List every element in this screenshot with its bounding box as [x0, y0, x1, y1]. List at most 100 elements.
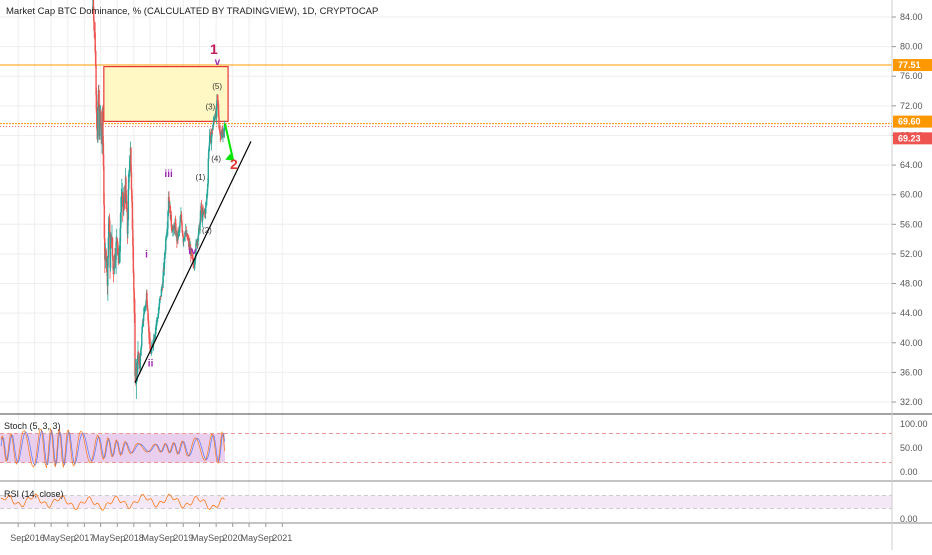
candle-body[interactable]	[92, 6, 94, 10]
candle-body[interactable]	[194, 260, 196, 265]
candle-body[interactable]	[178, 229, 180, 232]
candle-body[interactable]	[143, 309, 145, 315]
candle-body[interactable]	[218, 116, 220, 128]
candle-body[interactable]	[206, 194, 208, 200]
candle-body[interactable]	[151, 346, 153, 353]
candle-body[interactable]	[191, 249, 193, 255]
candle-body[interactable]	[166, 228, 168, 233]
candle-body[interactable]	[186, 233, 189, 240]
candle-body[interactable]	[216, 94, 219, 101]
candle-body[interactable]	[159, 300, 161, 304]
candle-body[interactable]	[218, 127, 221, 132]
candle-body[interactable]	[94, 32, 96, 52]
candle-body[interactable]	[175, 223, 177, 235]
candle-body[interactable]	[179, 218, 182, 223]
candle-body[interactable]	[146, 304, 149, 311]
candle-body[interactable]	[217, 104, 220, 117]
price-candles[interactable]	[92, 0, 226, 399]
candle-body[interactable]	[192, 261, 195, 265]
candle-body[interactable]	[137, 351, 140, 359]
candle-body[interactable]	[183, 238, 185, 240]
candle-body[interactable]	[208, 149, 210, 159]
candle-body[interactable]	[164, 254, 166, 258]
candle-body[interactable]	[181, 222, 183, 232]
candle-body[interactable]	[127, 189, 130, 220]
candle-body[interactable]	[206, 189, 209, 195]
candle-body[interactable]	[195, 242, 197, 255]
candle-body[interactable]	[116, 238, 118, 242]
candle-body[interactable]	[221, 130, 223, 133]
candle-body[interactable]	[142, 320, 144, 327]
candle-body[interactable]	[107, 237, 110, 258]
candle-body[interactable]	[121, 192, 123, 197]
candle-body[interactable]	[191, 255, 194, 260]
candle-body[interactable]	[165, 237, 167, 239]
candle-body[interactable]	[122, 192, 124, 207]
candle-body[interactable]	[102, 142, 105, 167]
candle-body[interactable]	[162, 276, 164, 288]
candle-body[interactable]	[107, 257, 109, 286]
candle-body[interactable]	[207, 183, 209, 190]
candle-body[interactable]	[119, 228, 121, 252]
candle-body[interactable]	[140, 349, 142, 356]
candle-body[interactable]	[158, 309, 160, 314]
candle-body[interactable]	[137, 351, 139, 370]
candle-body[interactable]	[171, 226, 173, 230]
candle-body[interactable]	[205, 199, 208, 203]
candle-body[interactable]	[155, 324, 157, 328]
candle-body[interactable]	[159, 296, 161, 301]
candle-body[interactable]	[113, 268, 115, 271]
candle-body[interactable]	[178, 227, 181, 230]
candle-body[interactable]	[97, 107, 99, 140]
candle-body[interactable]	[200, 205, 203, 210]
candle-body[interactable]	[209, 132, 211, 136]
candle-body[interactable]	[127, 219, 129, 234]
candle-body[interactable]	[125, 177, 127, 195]
candle-body[interactable]	[103, 204, 106, 239]
candle-body[interactable]	[203, 210, 205, 213]
candle-body[interactable]	[189, 244, 191, 250]
candle-body[interactable]	[191, 254, 193, 256]
candle-body[interactable]	[148, 326, 150, 339]
candle-body[interactable]	[183, 238, 185, 243]
candle-body[interactable]	[174, 222, 176, 231]
candle-body[interactable]	[144, 307, 146, 310]
candle-body[interactable]	[114, 255, 116, 262]
candle-body[interactable]	[163, 257, 166, 270]
candle-body[interactable]	[211, 129, 213, 136]
candle-body[interactable]	[156, 319, 158, 320]
candle-body[interactable]	[126, 208, 128, 212]
candle-body[interactable]	[105, 255, 108, 262]
candle-body[interactable]	[115, 241, 117, 260]
candle-body[interactable]	[219, 131, 221, 136]
candle-body[interactable]	[120, 196, 123, 213]
candle-body[interactable]	[117, 252, 119, 254]
candle-body[interactable]	[139, 355, 142, 369]
candle-body[interactable]	[170, 214, 173, 227]
candle-body[interactable]	[130, 172, 133, 191]
candle-body[interactable]	[128, 169, 131, 174]
candle-body[interactable]	[157, 313, 160, 319]
candle-body[interactable]	[141, 326, 143, 334]
candle-body[interactable]	[102, 111, 104, 143]
candle-body[interactable]	[113, 255, 116, 269]
candle-body[interactable]	[220, 130, 223, 137]
candle-body[interactable]	[154, 327, 157, 334]
candle-body[interactable]	[144, 306, 147, 308]
candle-body[interactable]	[222, 134, 224, 138]
candle-body[interactable]	[128, 173, 130, 190]
candle-body[interactable]	[135, 368, 138, 385]
candle-body[interactable]	[132, 229, 134, 247]
candle-body[interactable]	[147, 310, 149, 321]
candle-body[interactable]	[205, 202, 207, 208]
candle-body[interactable]	[168, 200, 171, 208]
candle-body[interactable]	[93, 21, 95, 27]
candle-body[interactable]	[172, 229, 174, 232]
candle-body[interactable]	[214, 117, 216, 121]
candle-body[interactable]	[120, 212, 122, 229]
candle-body[interactable]	[138, 357, 141, 365]
candle-body[interactable]	[149, 338, 151, 350]
candle-body[interactable]	[111, 237, 114, 257]
candle-body[interactable]	[103, 166, 105, 205]
